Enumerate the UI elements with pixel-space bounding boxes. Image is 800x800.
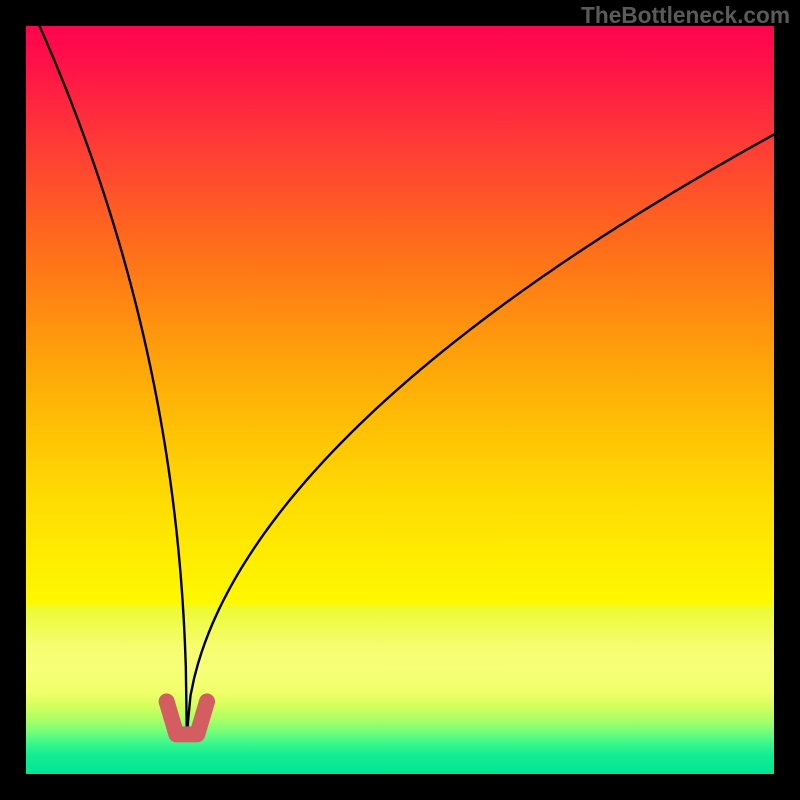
chart-container: TheBottleneck.com xyxy=(0,0,800,800)
bottleneck-chart xyxy=(0,0,800,800)
chart-background-gradient xyxy=(26,26,774,774)
